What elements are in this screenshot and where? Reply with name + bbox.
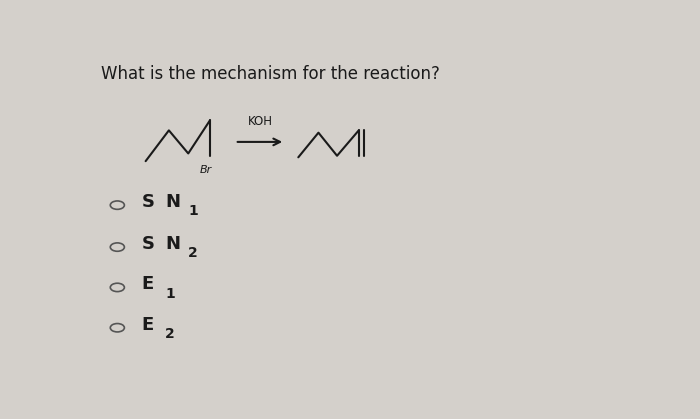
Text: E: E — [141, 275, 154, 293]
Text: S: S — [141, 193, 155, 211]
Text: 1: 1 — [165, 287, 175, 300]
Text: KOH: KOH — [247, 115, 272, 128]
Text: S: S — [141, 235, 155, 253]
Text: Br: Br — [200, 165, 212, 175]
Text: 2: 2 — [165, 327, 175, 341]
Text: N: N — [165, 193, 180, 211]
Text: E: E — [141, 316, 154, 334]
Text: 1: 1 — [188, 204, 198, 218]
Text: N: N — [165, 235, 180, 253]
Text: 2: 2 — [188, 246, 198, 260]
Text: What is the mechanism for the reaction?: What is the mechanism for the reaction? — [102, 65, 440, 83]
